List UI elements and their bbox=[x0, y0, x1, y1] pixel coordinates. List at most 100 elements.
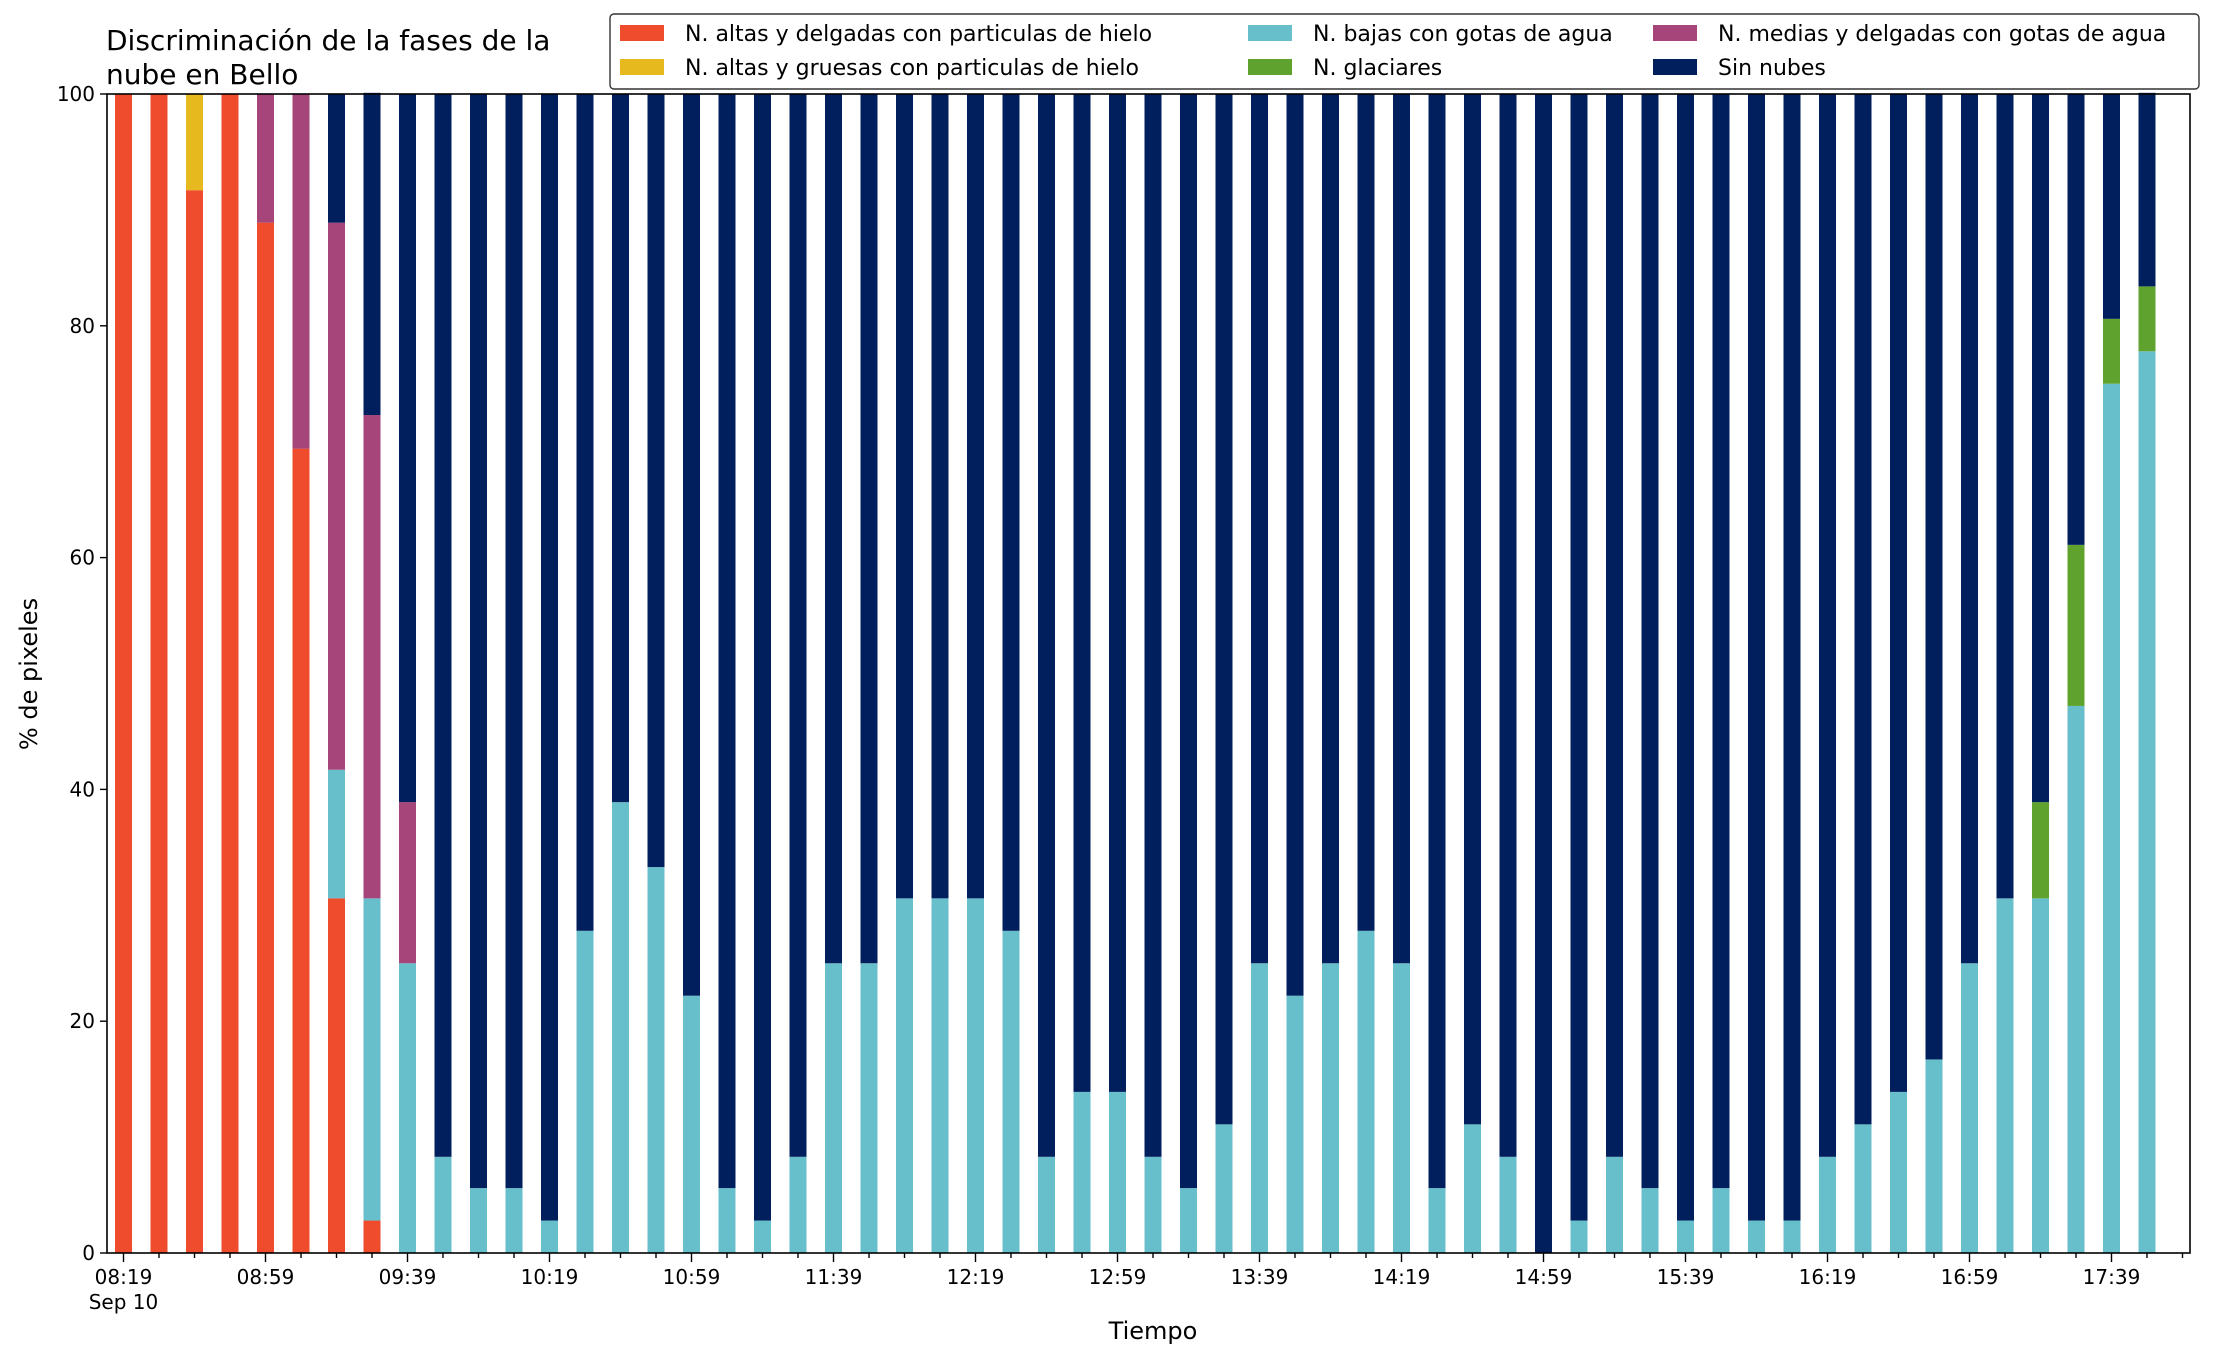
bar-segment bbox=[470, 1188, 487, 1253]
bar-segment bbox=[541, 1220, 558, 1253]
legend-frame bbox=[609, 13, 2200, 90]
bar-segment bbox=[1109, 1091, 1126, 1253]
legend: N. altas y delgadas con particulas de hi… bbox=[609, 13, 2200, 90]
bar-segment bbox=[363, 415, 381, 899]
bar-segment bbox=[363, 1220, 381, 1253]
x-tick-label: 16:59 bbox=[1941, 1265, 1999, 1289]
y-tick-label: 0 bbox=[82, 1241, 95, 1265]
bar-segment bbox=[1712, 94, 1730, 1189]
bar-segment bbox=[1996, 94, 2014, 899]
bar-segment bbox=[1215, 1124, 1233, 1253]
y-tick-label: 60 bbox=[70, 546, 95, 570]
bar-segment bbox=[1393, 94, 1410, 964]
legend-swatch bbox=[1248, 59, 1292, 75]
legend-swatch bbox=[620, 25, 664, 41]
x-tick-label: 12:59 bbox=[1089, 1265, 1147, 1289]
bar-segment bbox=[1748, 94, 1765, 1221]
bar-segment bbox=[505, 1188, 523, 1253]
bar-segment bbox=[257, 222, 274, 1253]
bar-segment bbox=[1783, 94, 1801, 1221]
x-axis-label: Tiempo bbox=[1108, 1317, 1198, 1345]
bar-segment bbox=[931, 94, 949, 899]
bar-segment bbox=[1322, 963, 1339, 1253]
bar-segment bbox=[1961, 94, 1978, 964]
bar-segment bbox=[1286, 995, 1304, 1253]
bar-segment bbox=[399, 802, 416, 964]
bar-segment bbox=[1215, 94, 1233, 1125]
bar-segment bbox=[186, 190, 203, 1254]
bar-segment bbox=[150, 94, 168, 1253]
bar-segment bbox=[1428, 94, 1446, 1189]
bar-segment bbox=[2103, 318, 2120, 384]
legend-swatch bbox=[1653, 59, 1697, 75]
x-tick-label: 08:19 bbox=[95, 1265, 153, 1289]
bar-segment bbox=[2138, 351, 2156, 1253]
bar-segment bbox=[647, 94, 665, 868]
bar-segment bbox=[221, 94, 239, 1253]
bar-segment bbox=[2138, 92, 2156, 287]
bar-segment bbox=[1925, 1059, 1943, 1253]
chart-title-line2: nube en Bello bbox=[106, 58, 298, 91]
bar-segment bbox=[470, 94, 487, 1189]
bar-segment bbox=[1890, 94, 1907, 1092]
legend-swatch bbox=[1248, 25, 1292, 41]
bar-segment bbox=[1464, 94, 1481, 1125]
bar-segment bbox=[967, 94, 984, 899]
bar-segment bbox=[186, 94, 203, 191]
bars-layer bbox=[115, 92, 2156, 1254]
bar-segment bbox=[1144, 94, 1162, 1157]
bar-segment bbox=[1357, 94, 1375, 931]
bar-segment bbox=[789, 94, 807, 1157]
bar-segment bbox=[683, 94, 700, 996]
bar-segment bbox=[1677, 94, 1694, 1221]
bar-segment bbox=[612, 802, 629, 1253]
bar-segment bbox=[825, 963, 842, 1253]
bar-segment bbox=[754, 1220, 771, 1253]
plot-frame bbox=[106, 93, 2191, 1254]
bar-segment bbox=[1322, 94, 1339, 964]
bar-segment bbox=[1606, 94, 1623, 1157]
bar-segment bbox=[328, 94, 345, 223]
bar-segment bbox=[1073, 1091, 1091, 1253]
bar-segment bbox=[2103, 94, 2120, 319]
bar-segment bbox=[1038, 94, 1055, 1157]
legend-label: N. glaciares bbox=[1313, 56, 1442, 81]
bar-segment bbox=[1570, 94, 1588, 1221]
x-tick-label: 17:39 bbox=[2083, 1265, 2141, 1289]
bar-segment bbox=[754, 94, 771, 1221]
x-tick-label: 15:39 bbox=[1657, 1265, 1715, 1289]
bar-segment bbox=[1144, 1156, 1162, 1253]
bar-segment bbox=[718, 1188, 736, 1253]
bar-segment bbox=[1073, 94, 1091, 1092]
x-axis: 08:19 08:59 09:39 10:19 10:59 11:39 12:19 12:59… bbox=[89, 1253, 2184, 1314]
x-tick-label: 10:19 bbox=[521, 1265, 579, 1289]
y-axis: 0 20 40 60 80 100 bbox=[57, 82, 107, 1265]
bar-segment bbox=[399, 963, 416, 1253]
bar-segment bbox=[363, 898, 381, 1221]
bar-segment bbox=[647, 867, 665, 1253]
bar-segment bbox=[1819, 1156, 1836, 1253]
bar-segment bbox=[718, 94, 736, 1189]
bar-segment bbox=[1925, 94, 1943, 1060]
x-tick-label: 11:39 bbox=[805, 1265, 863, 1289]
bar-segment bbox=[1464, 1124, 1481, 1253]
bar-segment bbox=[1180, 1188, 1197, 1253]
bar-segment bbox=[541, 94, 558, 1221]
bar-segment bbox=[292, 448, 310, 1253]
legend-label: Sin nubes bbox=[1718, 56, 1826, 81]
bar-segment bbox=[896, 94, 913, 899]
bar-segment bbox=[2032, 802, 2049, 899]
bar-segment bbox=[1109, 94, 1126, 1092]
bar-segment bbox=[1996, 898, 2014, 1253]
bar-segment bbox=[1499, 1156, 1517, 1253]
bar-segment bbox=[434, 1156, 452, 1253]
bar-segment bbox=[1783, 1220, 1801, 1253]
x-tick-label: 10:59 bbox=[663, 1265, 721, 1289]
y-tick-label: 80 bbox=[70, 314, 95, 338]
bar-segment bbox=[2103, 383, 2120, 1253]
bar-segment bbox=[399, 94, 416, 803]
bar-segment bbox=[1002, 930, 1020, 1253]
bar-segment bbox=[1038, 1156, 1055, 1253]
y-tick-label: 20 bbox=[70, 1009, 95, 1033]
